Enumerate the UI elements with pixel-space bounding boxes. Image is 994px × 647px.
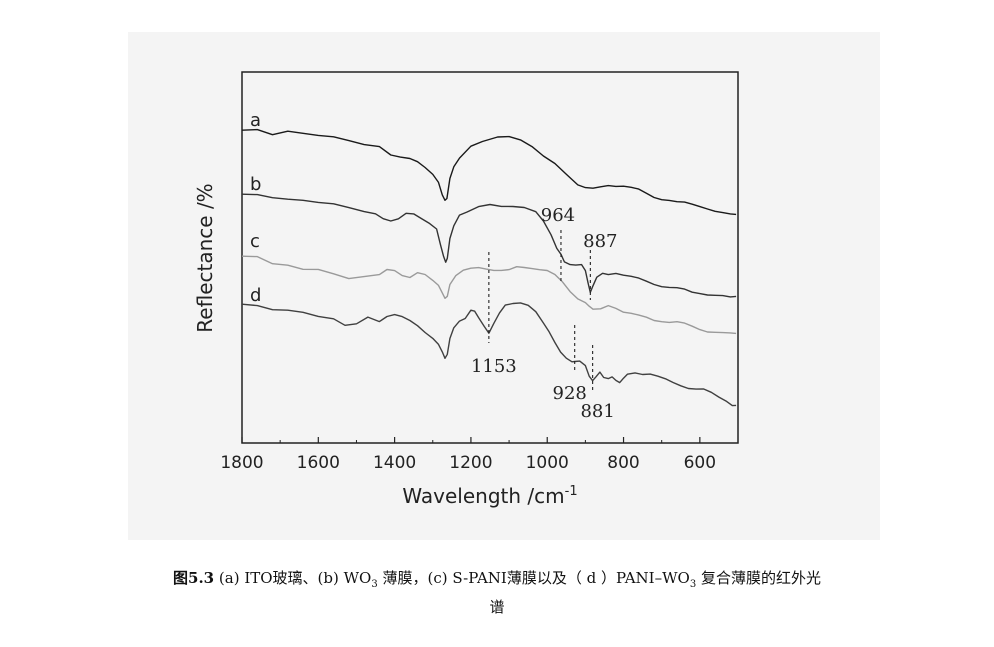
x-tick-label: 1400	[373, 453, 416, 473]
figure-background	[128, 32, 880, 540]
spectra-curves	[241, 128, 737, 407]
plot-frame	[241, 71, 739, 444]
spectrum-curve-b	[241, 193, 737, 298]
caption-line-1: 图5.3 (a) ITO玻璃、(b) WO3 薄膜，(c) S-PANI薄膜以及…	[0, 567, 994, 596]
spectrum-curve-a	[241, 128, 737, 216]
curve-label-c: c	[250, 231, 260, 252]
caption-subscript-1: 3	[371, 579, 378, 590]
caption-line-2: 谱	[489, 598, 505, 616]
spectrum-curve-d	[241, 302, 737, 407]
caption-part-2: 薄膜，(c) S-PANI薄膜以及（ d ）PANI–WO	[377, 569, 690, 587]
x-tick-label: 1600	[297, 453, 340, 473]
curve-label-d: d	[250, 285, 261, 306]
curve-label-a: a	[250, 110, 261, 131]
x-tick-label: 1800	[220, 453, 263, 473]
caption-part-3: 复合薄膜的红外光	[696, 569, 821, 587]
curve-label-b: b	[250, 174, 261, 195]
peak-label-964: 964	[541, 205, 575, 226]
x-tick-label: 600	[684, 453, 716, 473]
peak-label-928: 928	[553, 383, 587, 404]
x-axis-title: Wavelength /cm-1	[402, 484, 577, 508]
caption-subscript-2: 3	[689, 579, 697, 590]
x-tick-label: 1200	[449, 453, 492, 473]
x-tick-label: 800	[607, 453, 639, 473]
y-axis-title: Reflectance /%	[193, 183, 217, 332]
x-tick-label: 1000	[526, 453, 569, 473]
peak-label-881: 881	[580, 401, 614, 422]
spectrum-curve-c	[241, 255, 737, 335]
caption-part-1: (a) ITO玻璃、(b) WO	[218, 569, 372, 587]
figure-caption: 图5.3 (a) ITO玻璃、(b) WO3 薄膜，(c) S-PANI薄膜以及…	[0, 567, 994, 618]
x-axis-ticks: 1800 1600 1400 1200 1000 800 600	[220, 437, 716, 473]
peak-label-887: 887	[583, 231, 617, 252]
peak-label-1153: 1153	[471, 356, 517, 377]
figure-number: 图5.3	[173, 569, 215, 587]
